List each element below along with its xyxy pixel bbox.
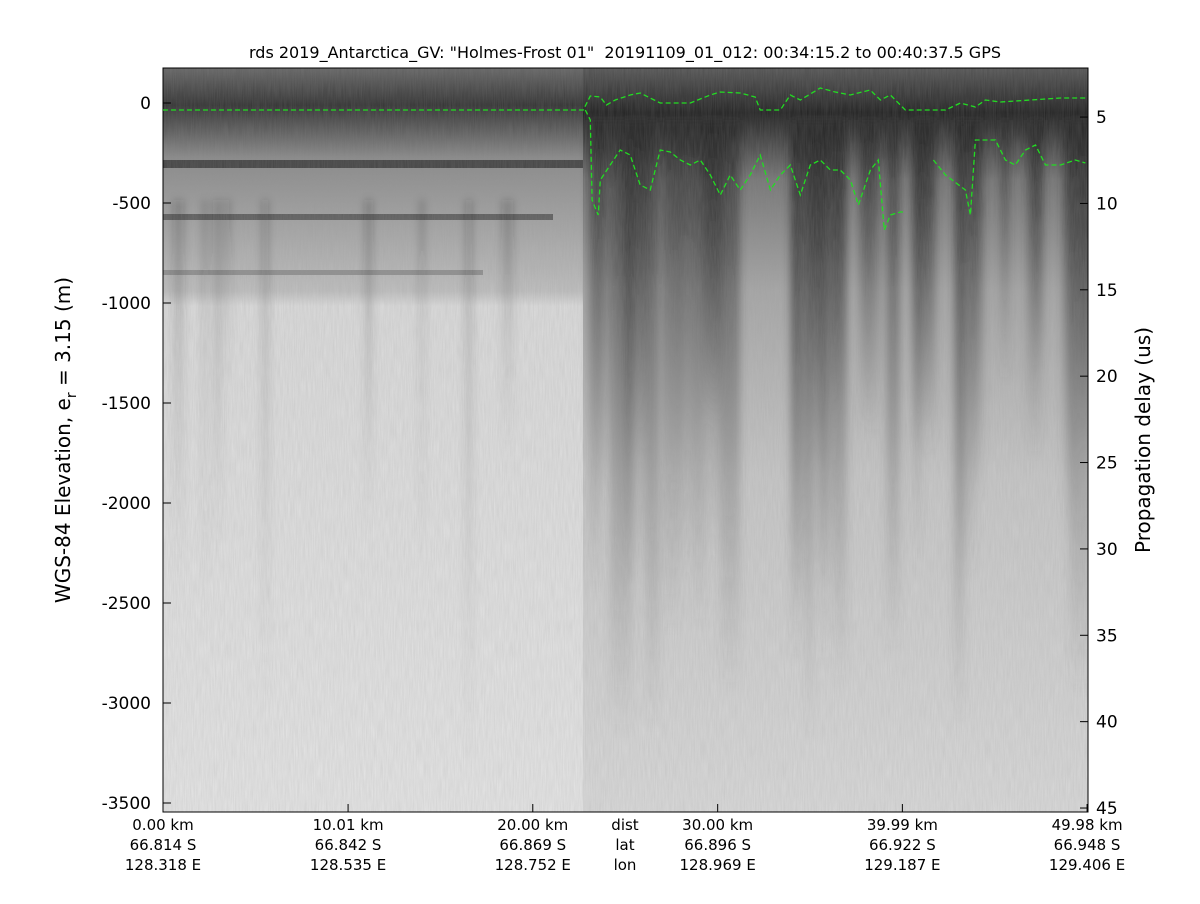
y-tick-label: -500 [112,194,151,214]
y2-tick-label: 45 [1096,799,1118,819]
x-tick-label: 10.01 km [313,816,384,834]
x-tick-lon: 128.969 E [680,856,756,874]
y2-tick-label: 40 [1096,713,1118,733]
y-tick-label: 0 [140,94,151,114]
x-tick-lat: 66.896 S [684,836,751,854]
x-row-name: lat [615,836,634,854]
y-tick-label: -1000 [102,294,151,314]
x-tick-lon: 128.752 E [495,856,571,874]
y2-tick-label: 30 [1096,540,1118,560]
x-tick-lat: 66.948 S [1054,836,1121,854]
x-tick-label: 39.99 km [867,816,938,834]
x-tick-lon: 128.535 E [310,856,386,874]
pick-line [584,109,1086,231]
picks [163,87,1086,231]
x-row-name: dist [611,816,639,834]
echo-noise [163,68,1088,812]
y2-tick-label: 35 [1096,626,1118,646]
plot-frame [162,67,1089,813]
x-tick-lon: 129.406 E [1049,856,1125,874]
y2-tick-label: 25 [1096,454,1118,474]
x-tick-lon: 128.318 E [125,856,201,874]
y-tick-label: -3000 [102,694,151,714]
y2-tick-label: 5 [1096,108,1107,128]
y-label-suffix: = 3.15 (m) [51,277,75,392]
x-tick-label: 49.98 km [1052,816,1123,834]
y-tick-label: -3500 [102,794,151,814]
y-label-sub: r [64,392,80,398]
x-tick-lat: 66.842 S [315,836,382,854]
x-tick-label: 20.00 km [497,816,568,834]
x-tick-lat: 66.922 S [869,836,936,854]
echogram [163,68,1088,812]
y2-tick-label: 15 [1096,281,1118,301]
y-tick-label: -2500 [102,594,151,614]
y2-axis-label: Propagation delay (us) [1131,327,1155,553]
x-tick-lat: 66.814 S [130,836,197,854]
y-tick-label: -1500 [102,394,151,414]
x-tick-label: 0.00 km [132,816,193,834]
x-tick-label: 30.00 km [682,816,753,834]
y2-tick-label: 10 [1096,194,1118,214]
y-axis-label: WGS-84 Elevation, er = 3.15 (m) [51,277,80,603]
y2-tick-label: 20 [1096,367,1118,387]
y-tick-label: -2000 [102,494,151,514]
x-tick-lon: 129.187 E [864,856,940,874]
chart-title: rds 2019_Antarctica_GV: "Holmes-Frost 01… [249,43,1001,63]
x-row-name: lon [614,856,637,874]
y-label-text: WGS-84 Elevation, e [51,398,75,603]
x-tick-lat: 66.869 S [499,836,566,854]
pick-line [163,87,1086,111]
